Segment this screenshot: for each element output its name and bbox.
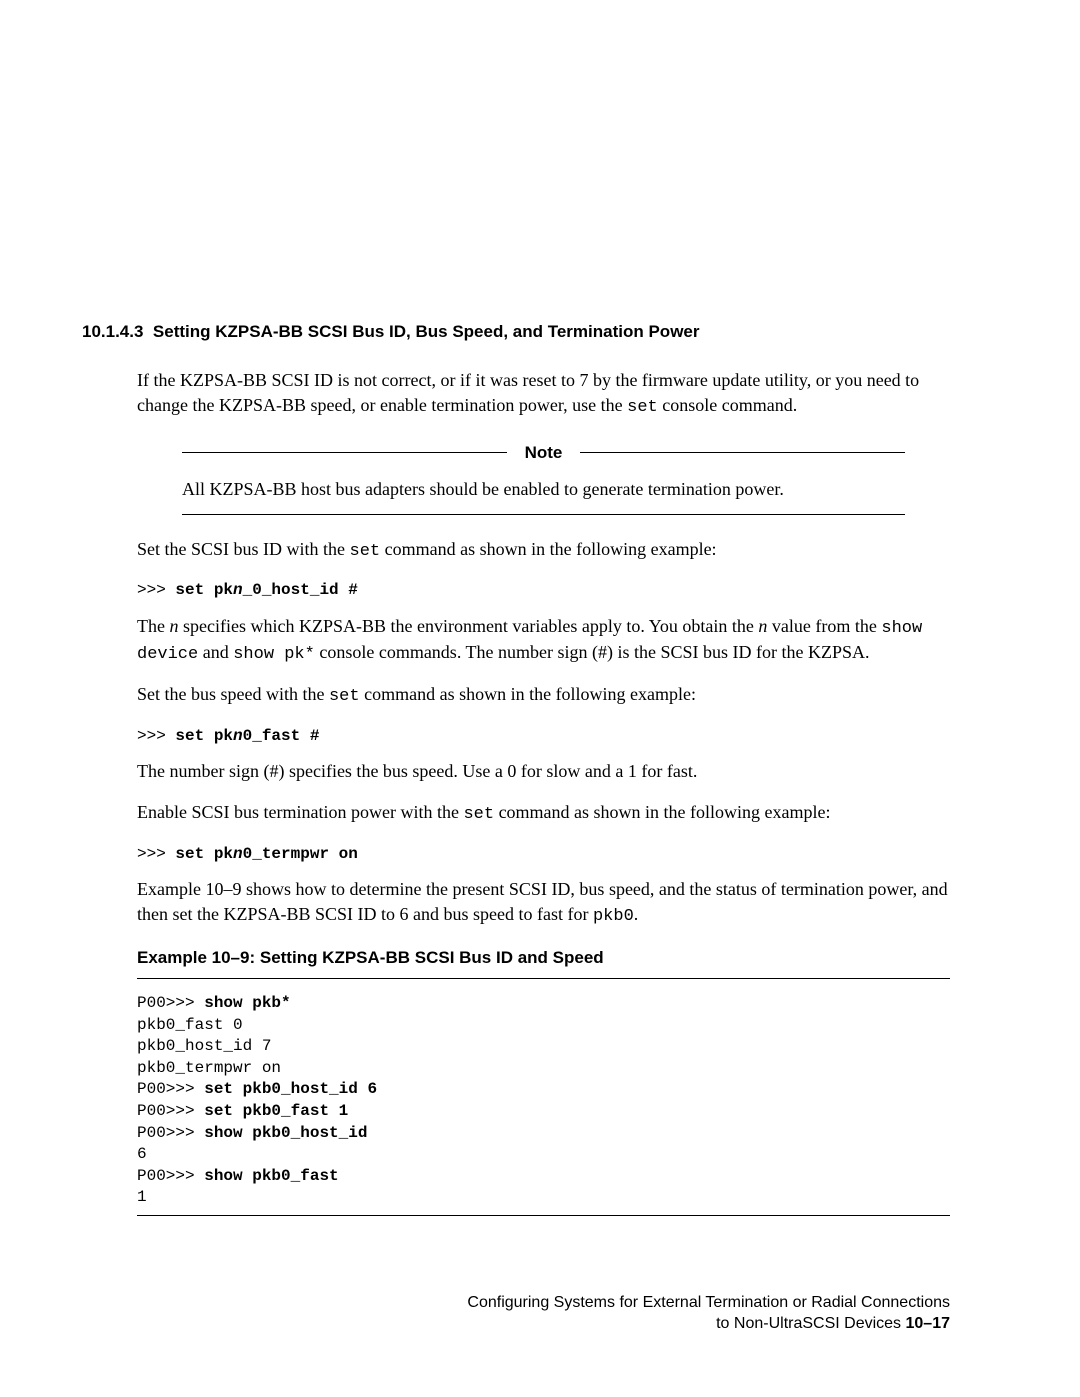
paragraph-2: Set the SCSI bus ID with the set command… <box>137 537 950 563</box>
paragraph-4: Set the bus speed with the set command a… <box>137 682 950 708</box>
set-command: set <box>329 687 360 706</box>
paragraph-1: If the KZPSA-BB SCSI ID is not correct, … <box>137 368 950 419</box>
prompt: >>> <box>137 581 175 599</box>
set-command: set <box>627 398 658 417</box>
note-header: Note <box>182 441 905 465</box>
example-line: P00>>> set pkb0_fast 1 <box>137 1101 950 1123</box>
example-rule-top <box>137 978 950 979</box>
page-content: 10.1.4.3 Setting KZPSA-BB SCSI Bus ID, B… <box>0 0 1080 1216</box>
n-var: n <box>233 581 243 599</box>
example-line: 6 <box>137 1144 950 1166</box>
prompt: >>> <box>137 727 175 745</box>
example-line: P00>>> show pkb0_host_id <box>137 1123 950 1145</box>
example-line: pkb0_fast 0 <box>137 1015 950 1037</box>
n-var: n <box>233 727 243 745</box>
section-number: 10.1.4.3 <box>82 322 143 341</box>
paragraph-5: The number sign (#) specifies the bus sp… <box>137 759 950 784</box>
set-command: set <box>463 805 494 824</box>
command-example-2: >>> set pkn0_fast # <box>137 725 950 747</box>
note-box: Note All KZPSA-BB host bus adapters shou… <box>182 441 905 515</box>
example-block: P00>>> show pkb*pkb0_fast 0pkb0_host_id … <box>137 993 950 1209</box>
n-var: n <box>233 845 243 863</box>
command-example-3: >>> set pkn0_termpwr on <box>137 843 950 865</box>
note-body: All KZPSA-BB host bus adapters should be… <box>182 477 905 502</box>
page-number: 10–17 <box>906 1315 951 1332</box>
example-line: pkb0_termpwr on <box>137 1058 950 1080</box>
example-heading: Example 10–9: Setting KZPSA-BB SCSI Bus … <box>137 946 950 970</box>
set-command: set <box>350 542 381 561</box>
prompt: >>> <box>137 845 175 863</box>
note-line-right <box>580 452 905 453</box>
example-line: P00>>> set pkb0_host_id 6 <box>137 1079 950 1101</box>
paragraph-3: The n specifies which KZPSA-BB the envir… <box>137 614 950 667</box>
section-title: Setting KZPSA-BB SCSI Bus ID, Bus Speed,… <box>153 322 700 341</box>
paragraph-7: Example 10–9 shows how to determine the … <box>137 877 950 928</box>
example-line: P00>>> show pkb0_fast <box>137 1166 950 1188</box>
example-line: P00>>> show pkb* <box>137 993 950 1015</box>
note-label: Note <box>507 441 581 465</box>
example-line: pkb0_host_id 7 <box>137 1036 950 1058</box>
pkb0: pkb0 <box>593 907 634 926</box>
show-pk-command: show pk* <box>233 645 315 664</box>
paragraph-6: Enable SCSI bus termination power with t… <box>137 800 950 826</box>
note-footer-line <box>182 514 905 515</box>
page-footer: Configuring Systems for External Termina… <box>467 1292 950 1335</box>
section-heading: 10.1.4.3 Setting KZPSA-BB SCSI Bus ID, B… <box>82 320 950 344</box>
note-line-left <box>182 452 507 453</box>
footer-line-2: to Non-UltraSCSI Devices 10–17 <box>467 1313 950 1335</box>
example-rule-bottom <box>137 1215 950 1216</box>
command-example-1: >>> set pkn_0_host_id # <box>137 579 950 601</box>
section-body: If the KZPSA-BB SCSI ID is not correct, … <box>137 368 950 1216</box>
example-line: 1 <box>137 1187 950 1209</box>
footer-line-1: Configuring Systems for External Termina… <box>467 1292 950 1314</box>
